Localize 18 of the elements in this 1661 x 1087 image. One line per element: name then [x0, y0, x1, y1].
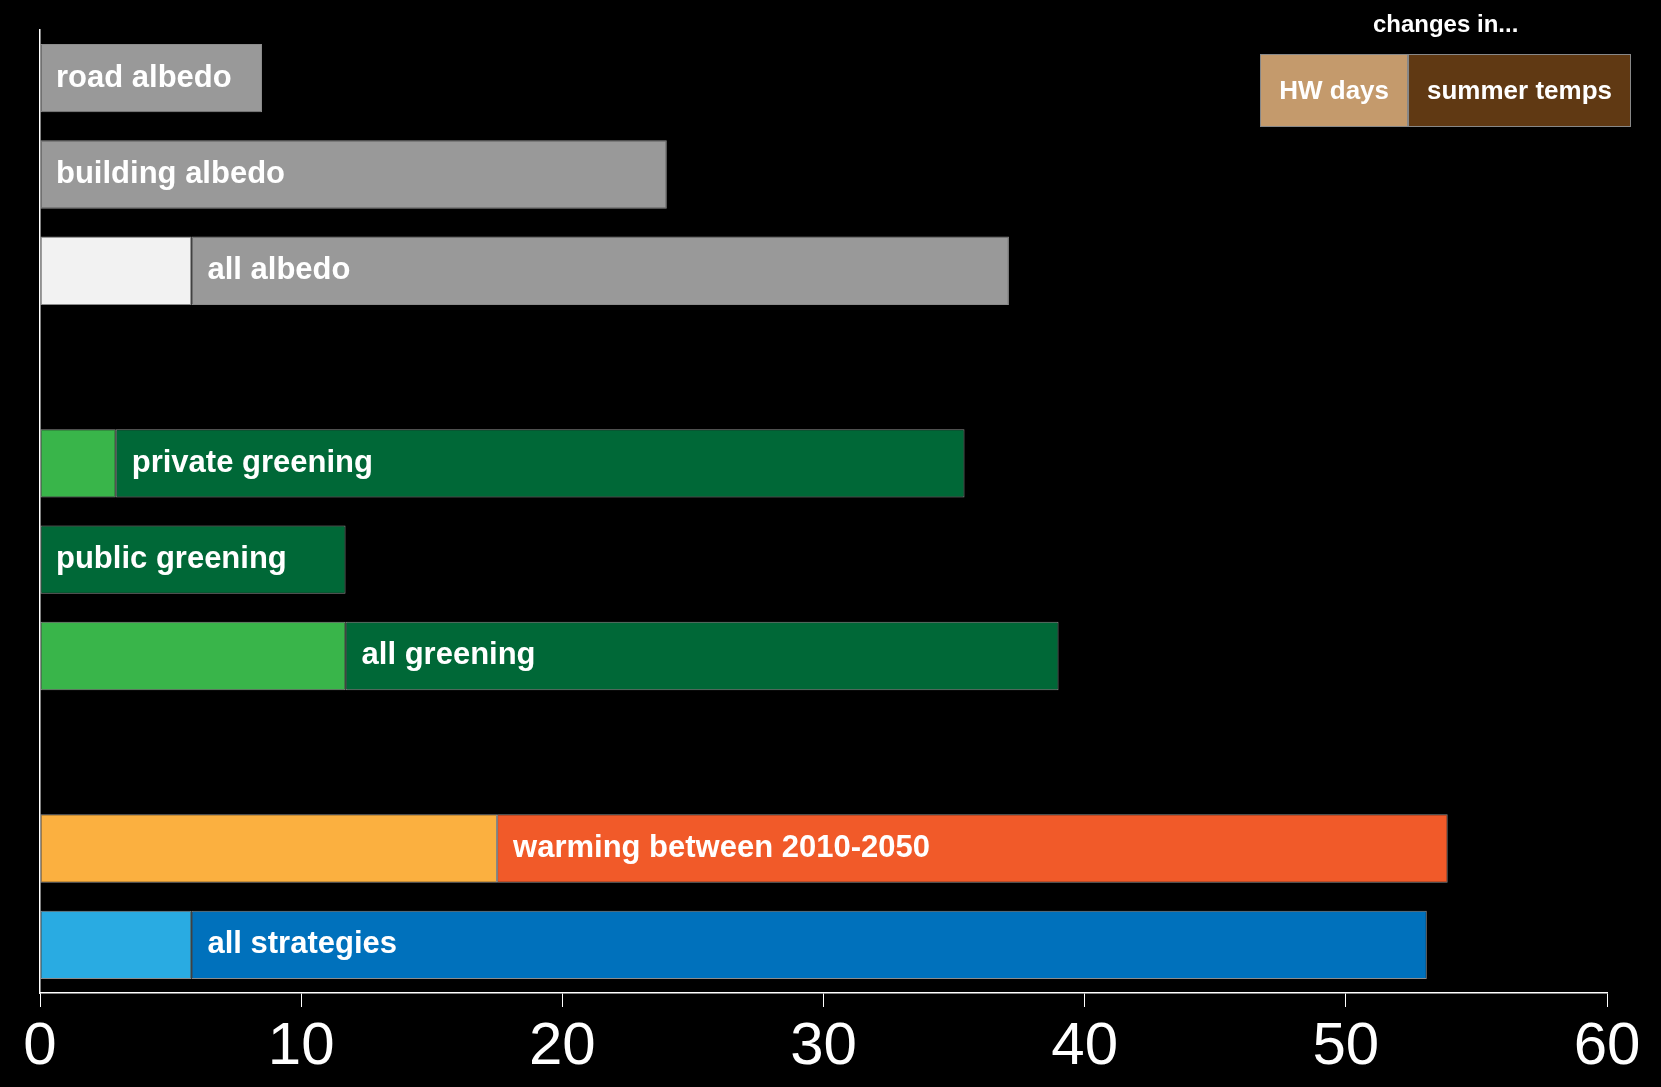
x-tick-label: 30	[790, 1009, 857, 1077]
x-tick-label: 50	[1312, 1009, 1380, 1077]
y-tick-label: road albedo	[56, 58, 232, 94]
x-tick-label: 40	[1051, 1009, 1119, 1077]
legend-title: changes in...	[1371, 10, 1520, 38]
y-tick-label: all strategies	[207, 925, 398, 961]
y-tick-label: private greening	[131, 443, 373, 479]
y-tick-label: public greening	[56, 540, 287, 576]
y-tick-label: all albedo	[207, 251, 351, 287]
text: HW days	[1260, 54, 1409, 127]
x-tick-label: 10	[267, 1009, 335, 1077]
text: summer temps	[1408, 54, 1631, 127]
y-tick-label: building albedo	[56, 155, 286, 190]
x-tick-label: 60	[1573, 1009, 1641, 1077]
x-tick-label: 20	[528, 1009, 596, 1077]
y-tick-label: all greening	[361, 636, 536, 672]
x-tick-label: 0	[23, 1009, 57, 1077]
y-tick-label: warming between 2010-2050	[512, 829, 931, 865]
